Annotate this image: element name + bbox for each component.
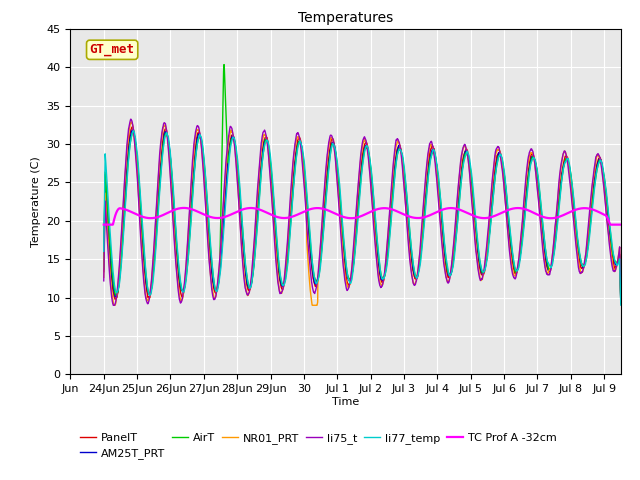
- li75_t: [538, 237, 546, 242]
- TC Prof A -32cm: [365, 210, 373, 216]
- TC Prof A -32cm: [599, 211, 607, 217]
- NR01_PRT: [100, 275, 108, 280]
- NR01_PRT: [538, 230, 546, 236]
- PanelT: [538, 218, 545, 224]
- li77_temp: [599, 165, 607, 171]
- AM25T_PRT: [538, 215, 545, 220]
- AirT: [538, 209, 545, 215]
- li75_t: [365, 166, 373, 171]
- AirT: [617, 300, 625, 306]
- AM25T_PRT: [100, 266, 108, 272]
- AM25T_PRT: [440, 238, 447, 244]
- NR01_PRT: [599, 176, 607, 181]
- TC Prof A -32cm: [617, 222, 625, 228]
- li75_t: [127, 116, 134, 122]
- AM25T_PRT: [599, 168, 607, 174]
- AirT: [599, 168, 607, 174]
- NR01_PRT: [365, 164, 373, 170]
- PanelT: [424, 169, 431, 175]
- li77_temp: [131, 130, 138, 135]
- li75_t: [617, 294, 625, 300]
- Line: PanelT: PanelT: [104, 127, 621, 301]
- PanelT: [440, 240, 447, 246]
- NR01_PRT: [440, 256, 447, 262]
- li77_temp: [440, 229, 447, 235]
- AirT: [365, 152, 373, 158]
- Line: TC Prof A -32cm: TC Prof A -32cm: [104, 208, 621, 225]
- PanelT: [599, 169, 607, 175]
- TC Prof A -32cm: [440, 206, 447, 212]
- PanelT: [617, 298, 625, 304]
- NR01_PRT: [617, 295, 625, 301]
- TC Prof A -32cm: [131, 210, 138, 216]
- PanelT: [129, 124, 136, 130]
- li75_t: [424, 151, 432, 156]
- NR01_PRT: [127, 119, 135, 125]
- TC Prof A -32cm: [424, 213, 431, 219]
- PanelT: [365, 153, 373, 159]
- AM25T_PRT: [617, 301, 625, 307]
- li75_t: [131, 139, 138, 145]
- AM25T_PRT: [365, 156, 373, 161]
- NR01_PRT: [131, 139, 138, 144]
- AirT: [131, 133, 138, 139]
- TC Prof A -32cm: [100, 222, 108, 228]
- AM25T_PRT: [131, 132, 138, 138]
- li77_temp: [365, 151, 373, 156]
- PanelT: [131, 133, 138, 139]
- Line: NR01_PRT: NR01_PRT: [104, 122, 621, 305]
- NR01_PRT: [111, 302, 118, 308]
- AM25T_PRT: [129, 127, 137, 132]
- Title: Temperatures: Temperatures: [298, 11, 393, 25]
- li77_temp: [130, 128, 138, 133]
- Line: AirT: AirT: [104, 65, 621, 303]
- AirT: [220, 62, 228, 68]
- li77_temp: [424, 180, 431, 186]
- X-axis label: Time: Time: [332, 397, 359, 407]
- Text: GT_met: GT_met: [90, 43, 134, 56]
- AM25T_PRT: [424, 173, 431, 179]
- TC Prof A -32cm: [538, 214, 545, 219]
- NR01_PRT: [424, 155, 432, 160]
- Line: AM25T_PRT: AM25T_PRT: [104, 130, 621, 304]
- AirT: [424, 177, 431, 182]
- li77_temp: [538, 207, 545, 213]
- PanelT: [100, 269, 108, 275]
- li75_t: [109, 302, 117, 308]
- AirT: [440, 232, 447, 238]
- AirT: [100, 265, 108, 271]
- Y-axis label: Temperature (C): Temperature (C): [31, 156, 41, 247]
- li75_t: [440, 260, 447, 266]
- Line: li77_temp: li77_temp: [104, 131, 621, 305]
- li75_t: [599, 180, 607, 185]
- TC Prof A -32cm: [180, 205, 188, 211]
- Legend: PanelT, AM25T_PRT, AirT, NR01_PRT, li75_t, li77_temp, TC Prof A -32cm: PanelT, AM25T_PRT, AirT, NR01_PRT, li75_…: [75, 428, 561, 464]
- li77_temp: [617, 302, 625, 308]
- li75_t: [100, 278, 108, 284]
- li77_temp: [100, 249, 108, 254]
- Line: li75_t: li75_t: [104, 119, 621, 305]
